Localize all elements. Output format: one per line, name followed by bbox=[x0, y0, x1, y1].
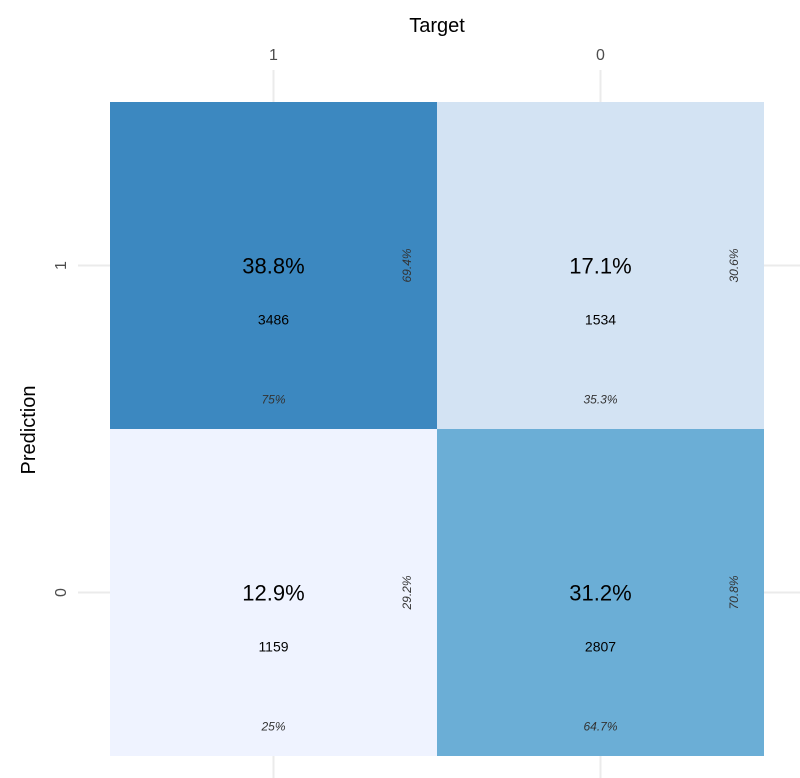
cell-column-percent-target-0-prediction-0: 64.7% bbox=[583, 720, 617, 734]
heatmap-cell-target-0-prediction-1 bbox=[437, 102, 764, 429]
cell-row-percent-target-1-prediction-0: 29.2% bbox=[400, 575, 414, 610]
heatmap-cell-target-1-prediction-0 bbox=[110, 429, 437, 756]
cell-percent-target-0-prediction-0: 31.2% bbox=[569, 581, 631, 606]
y-tick-label-1: 1 bbox=[53, 261, 70, 270]
cell-percent-target-0-prediction-1: 17.1% bbox=[569, 254, 631, 279]
x-tick-label-0: 0 bbox=[596, 47, 605, 64]
heatmap-cell-target-0-prediction-0 bbox=[437, 429, 764, 756]
cell-count-target-1-prediction-1: 3486 bbox=[258, 312, 289, 328]
x-tick-label-1: 1 bbox=[269, 47, 278, 64]
cell-labels: 38.8% 3486 75% 69.4% 17.1% 1534 35.3% 30.6% 12.9… bbox=[242, 248, 741, 733]
heatmap-cells bbox=[110, 102, 764, 756]
cell-column-percent-target-1-prediction-0: 25% bbox=[260, 720, 285, 734]
heatmap-cell-target-1-prediction-1 bbox=[110, 102, 437, 429]
cell-column-percent-target-1-prediction-1: 75% bbox=[261, 393, 285, 407]
cell-count-target-1-prediction-0: 1159 bbox=[258, 639, 288, 655]
cell-percent-target-1-prediction-1: 38.8% bbox=[242, 254, 304, 279]
x-axis-title: Target bbox=[409, 15, 465, 37]
y-tick-label-0: 0 bbox=[53, 588, 70, 597]
y-axis-title: Prediction bbox=[18, 386, 40, 475]
cell-percent-target-1-prediction-0: 12.9% bbox=[242, 581, 304, 606]
cell-row-percent-target-0-prediction-0: 70.8% bbox=[727, 575, 741, 609]
cell-row-percent-target-1-prediction-1: 69.4% bbox=[400, 248, 414, 282]
cell-count-target-0-prediction-0: 2807 bbox=[585, 639, 616, 655]
cell-column-percent-target-0-prediction-1: 35.3% bbox=[583, 393, 617, 407]
cell-row-percent-target-0-prediction-1: 30.6% bbox=[727, 248, 741, 282]
axis-ticks: 1 0 1 0 bbox=[53, 47, 605, 597]
cell-count-target-0-prediction-1: 1534 bbox=[585, 312, 616, 328]
